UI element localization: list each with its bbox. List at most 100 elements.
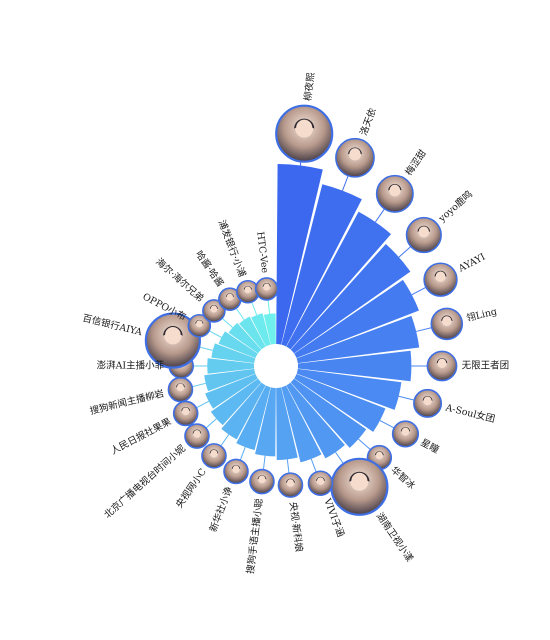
leader-line-15 — [239, 446, 246, 461]
bar-2 — [281, 184, 362, 347]
category-label-8: A-Soul女团 — [443, 401, 496, 425]
avatar-22 — [187, 313, 212, 338]
avatar-12 — [307, 470, 334, 497]
avatar-26 — [254, 277, 279, 301]
bar-3 — [286, 211, 392, 350]
category-label-13: 央视·新科娘 — [287, 501, 305, 553]
bar-24 — [239, 316, 266, 350]
avatar-13 — [277, 472, 304, 498]
category-label-14: 搜狗手语主播小聪 — [244, 497, 265, 574]
leader-line-3 — [374, 208, 385, 223]
leader-line-12 — [310, 458, 317, 473]
bar-16 — [221, 382, 266, 440]
bar-25 — [251, 313, 271, 347]
category-label-2: 洛天依 — [357, 106, 379, 137]
leader-line-8 — [398, 395, 415, 401]
category-label-11: 湖南卫视小漾 — [374, 510, 417, 564]
category-label-25: 浦发银行·小浦 — [216, 218, 249, 279]
category-label-15: 新华社小诤 — [207, 485, 235, 534]
leader-line-26 — [267, 299, 271, 314]
category-label-7: 无限王者团 — [462, 361, 510, 372]
bar-17 — [210, 378, 262, 426]
leader-line-10 — [358, 438, 371, 451]
bar-4 — [290, 243, 411, 354]
avatar-3 — [375, 174, 414, 213]
avatar-15 — [223, 458, 249, 485]
leader-line-21 — [198, 346, 213, 351]
category-label-5: AYAYI — [456, 251, 487, 275]
leader-line-13 — [286, 459, 290, 474]
bars — [204, 164, 420, 463]
bar-11 — [286, 382, 345, 459]
avatar-4 — [405, 216, 442, 254]
leader-line-19 — [191, 382, 206, 388]
bar-26 — [263, 313, 276, 345]
avatar-2 — [335, 137, 375, 178]
avatar-23 — [202, 299, 226, 323]
avatar-5 — [423, 262, 458, 297]
leader-line-5 — [411, 286, 427, 296]
leader-line-25 — [251, 301, 258, 316]
avatar-6 — [430, 307, 464, 341]
bar-20 — [207, 358, 255, 374]
leader-line-24 — [235, 307, 245, 321]
leader-line-9 — [379, 420, 395, 429]
leader-line-6 — [416, 327, 432, 332]
avatar-7 — [426, 350, 458, 382]
avatar-9 — [391, 420, 420, 448]
bar-14 — [255, 387, 276, 457]
bar-23 — [228, 322, 262, 354]
category-label-18: 人民日报社果果 — [109, 415, 174, 457]
category-label-4: yoyo鹿鸣 — [435, 188, 475, 225]
leader-line-16 — [220, 434, 230, 447]
category-label-6: 翎Ling — [465, 305, 498, 324]
bar-10 — [290, 378, 367, 448]
bar-18 — [205, 373, 258, 409]
avatar-21 — [144, 312, 201, 369]
category-label-26: HTC-Vee — [254, 231, 270, 274]
category-label-21: 百信银行AIYA — [81, 312, 143, 338]
avatars — [144, 104, 464, 516]
bar-19 — [204, 368, 256, 392]
category-label-24: 哈酱·哈酱 — [193, 249, 226, 290]
category-label-9: 星瞳 — [419, 436, 442, 456]
bar-8 — [296, 368, 402, 410]
avatar-24 — [218, 287, 242, 311]
leader-line-11 — [335, 451, 344, 465]
bar-5 — [294, 279, 419, 359]
bar-1 — [276, 164, 323, 345]
avatar-19 — [167, 376, 194, 403]
avatar-1 — [275, 104, 334, 163]
avatar-11 — [330, 457, 389, 516]
bar-21 — [211, 343, 256, 364]
bar-22 — [218, 331, 258, 359]
bar-9 — [294, 373, 386, 432]
avatar-17 — [184, 423, 210, 449]
avatar-16 — [201, 443, 227, 469]
category-label-20: 澎湃AI主播小菲 — [97, 360, 165, 372]
bar-6 — [296, 315, 420, 364]
bar-7 — [297, 350, 412, 382]
category-label-3: 梅涩甜 — [403, 147, 429, 178]
bar-15 — [236, 385, 271, 451]
bar-13 — [276, 387, 298, 460]
leader-line-4 — [398, 246, 412, 258]
leader-line-14 — [262, 455, 266, 470]
leader-lines — [191, 161, 432, 474]
bar-12 — [281, 385, 322, 463]
leader-line-22 — [208, 330, 222, 338]
avatar-14 — [249, 468, 275, 495]
leader-line-2 — [342, 175, 349, 191]
avatar-25 — [236, 279, 260, 304]
category-label-1: 柳夜熙 — [302, 71, 317, 101]
category-label-16: 央视网小C — [173, 466, 209, 510]
category-label-10: 华智冰 — [388, 464, 418, 492]
avatar-8 — [413, 388, 443, 418]
leader-line-18 — [196, 400, 209, 409]
avatar-18 — [172, 400, 199, 427]
category-label-19: 搜狗新闻主播柳岩 — [89, 387, 166, 417]
leader-line-17 — [205, 418, 217, 429]
leader-line-23 — [221, 317, 233, 328]
